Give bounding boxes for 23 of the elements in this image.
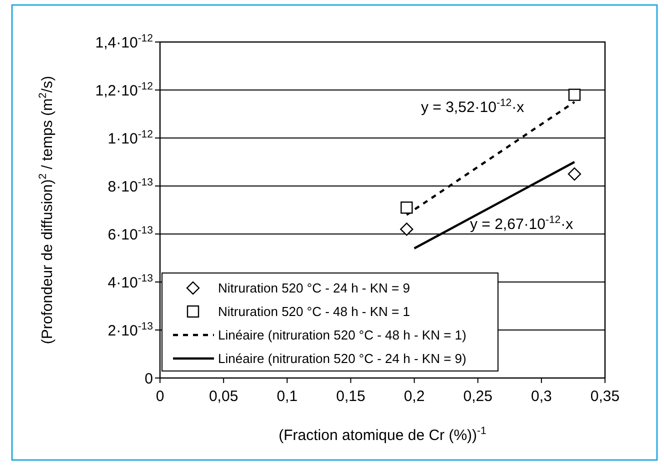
x-tick-label: 0,2 [404, 388, 425, 405]
y-tick-label: 1·10$^{-12}$ [108, 128, 154, 148]
y-tick-label: 8·10$^{-13}$ [108, 176, 154, 196]
x-tick-label: 0,3 [531, 388, 552, 405]
legend-label: Nitruration 520 °C - 24 h - KN = 9 [218, 280, 410, 296]
annotation: y = 3,52·10$^{-12}$·x [421, 97, 525, 116]
x-axis-title: (Fraction atomique de Cr (%))$^{-1}$ [278, 425, 487, 444]
y-tick-label: 6·10$^{-13}$ [108, 224, 154, 244]
x-tick-label: 0,25 [463, 388, 492, 405]
y-tick-label: 0 [144, 370, 153, 388]
y-tick-label: 1,2·10$^{-12}$ [95, 80, 154, 100]
x-tick-label: 0,15 [336, 388, 366, 405]
legend-label: Linéaire (nitruration 520 °C - 24 h - KN = 9) [218, 351, 466, 366]
x-tick-label: 0,35 [590, 388, 620, 405]
legend-label: Nitruration 520 °C - 48 h - KN = 1 [218, 304, 410, 320]
y-tick-label: 1,4·10$^{-12}$ [95, 32, 154, 52]
y-tick-label: 4·10$^{-13}$ [108, 272, 154, 292]
annotation: y = 2,67·10$^{-12}$·x [470, 214, 574, 233]
x-tick-label: 0,05 [208, 388, 238, 405]
x-tick-label: 0 [156, 388, 164, 405]
y-tick-label: 2·10$^{-13}$ [108, 320, 154, 340]
legend-label: Linéaire (nitruration 520 °C - 48 h - KN = 1) [218, 328, 466, 343]
x-tick-label: 0,1 [276, 388, 298, 405]
